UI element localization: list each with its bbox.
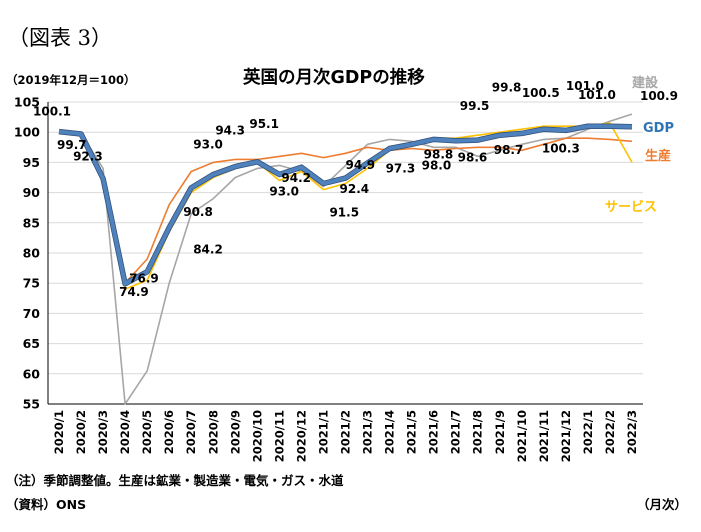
x-tick-label: 2021/9	[493, 410, 507, 454]
series-line	[58, 122, 633, 291]
data-label: 94.2	[281, 171, 311, 185]
series-name-label: 建設	[632, 75, 659, 91]
data-label: 93.0	[193, 137, 223, 151]
data-label: 76.9	[129, 272, 159, 286]
x-tick-label: 2020/4	[118, 410, 132, 454]
data-label: 94.9	[346, 158, 376, 172]
x-tick-label: 2021/3	[361, 410, 375, 454]
chart-title: 英国の月次GDPの推移	[243, 68, 425, 88]
data-label: 100.3	[542, 141, 580, 155]
y-tick-label: 70	[23, 306, 41, 321]
series-line	[58, 124, 633, 286]
data-label: 101.0	[578, 88, 616, 102]
data-label: 98.6	[458, 151, 488, 165]
x-tick-label: 2020/8	[206, 410, 220, 454]
data-label: 93.0	[269, 184, 299, 198]
x-tick-label: 2020/5	[140, 410, 154, 454]
series-name-label: GDP	[643, 121, 674, 136]
data-label: 100.5	[522, 86, 560, 100]
y-tick-label: 55	[23, 397, 40, 412]
series-name-label: サービス	[605, 199, 657, 215]
y-tick-label: 65	[23, 336, 40, 351]
x-tick-label: 2022/2	[603, 410, 617, 454]
x-tick-label: 2021/10	[515, 410, 529, 462]
figure-label: （図表 3）	[8, 26, 113, 50]
series-name-label: 生産	[645, 148, 671, 164]
y-tick-label: 95	[23, 155, 40, 170]
y-tick-label: 60	[23, 366, 41, 381]
data-label: 99.8	[492, 80, 522, 94]
x-unit-label: （月次）	[636, 497, 687, 512]
y-tick-label: 105	[14, 95, 40, 110]
x-tick-label: 2021/1	[316, 410, 330, 454]
data-label: 98.0	[422, 158, 452, 172]
data-label: 99.7	[57, 138, 87, 152]
x-tick-label: 2020/6	[162, 410, 176, 454]
data-label: 98.7	[494, 143, 524, 157]
x-tick-label: 2020/3	[96, 410, 110, 454]
note-text: （注）季節調整値。生産は鉱業・製造業・電気・ガス・水道	[6, 473, 344, 488]
source-text: （資料）ONS	[6, 497, 87, 512]
x-tick-label: 2021/11	[537, 410, 551, 462]
x-tick-label: 2022/3	[625, 410, 639, 454]
data-label: 84.2	[193, 243, 223, 257]
x-tick-label: 2020/7	[184, 410, 198, 454]
y-tick-label: 75	[23, 276, 40, 291]
data-label: 91.5	[329, 206, 359, 220]
data-label: 92.4	[340, 182, 370, 196]
x-tick-label: 2021/6	[427, 410, 441, 454]
x-tick-label: 2022/1	[581, 410, 595, 454]
x-tick-label: 2021/5	[405, 410, 419, 454]
data-label: 92.3	[73, 150, 103, 164]
y-tick-label: 90	[23, 185, 41, 200]
x-tick-label: 2020/1	[52, 410, 66, 454]
x-tick-label: 2020/10	[250, 410, 264, 462]
data-label: 97.3	[386, 162, 416, 176]
x-tick-label: 2021/7	[449, 410, 463, 454]
x-tick-label: 2020/9	[228, 410, 242, 454]
data-label: 98.8	[424, 147, 454, 161]
data-label: 100.9	[640, 89, 678, 103]
data-label: 101.0	[566, 79, 604, 93]
x-tick-label: 2021/12	[559, 410, 573, 462]
x-tick-label: 2020/2	[74, 410, 88, 454]
data-label: 99.5	[460, 99, 490, 113]
data-label: 90.8	[183, 205, 213, 219]
x-tick-label: 2020/12	[294, 410, 308, 462]
y-unit-label: （2019年12月＝100）	[6, 73, 136, 87]
x-tick-label: 2020/11	[272, 410, 286, 462]
data-label: 74.9	[119, 285, 149, 299]
y-tick-label: 100	[14, 125, 40, 140]
y-tick-label: 80	[23, 246, 41, 261]
series-line	[58, 131, 633, 285]
x-tick-label: 2021/8	[471, 410, 485, 454]
series-line	[58, 113, 633, 405]
data-label: 95.1	[249, 117, 279, 131]
data-label: 100.1	[33, 105, 71, 119]
x-tick-label: 2021/2	[339, 410, 353, 454]
x-tick-label: 2021/4	[383, 410, 397, 454]
y-tick-label: 85	[23, 215, 40, 230]
data-label: 94.3	[215, 124, 245, 138]
